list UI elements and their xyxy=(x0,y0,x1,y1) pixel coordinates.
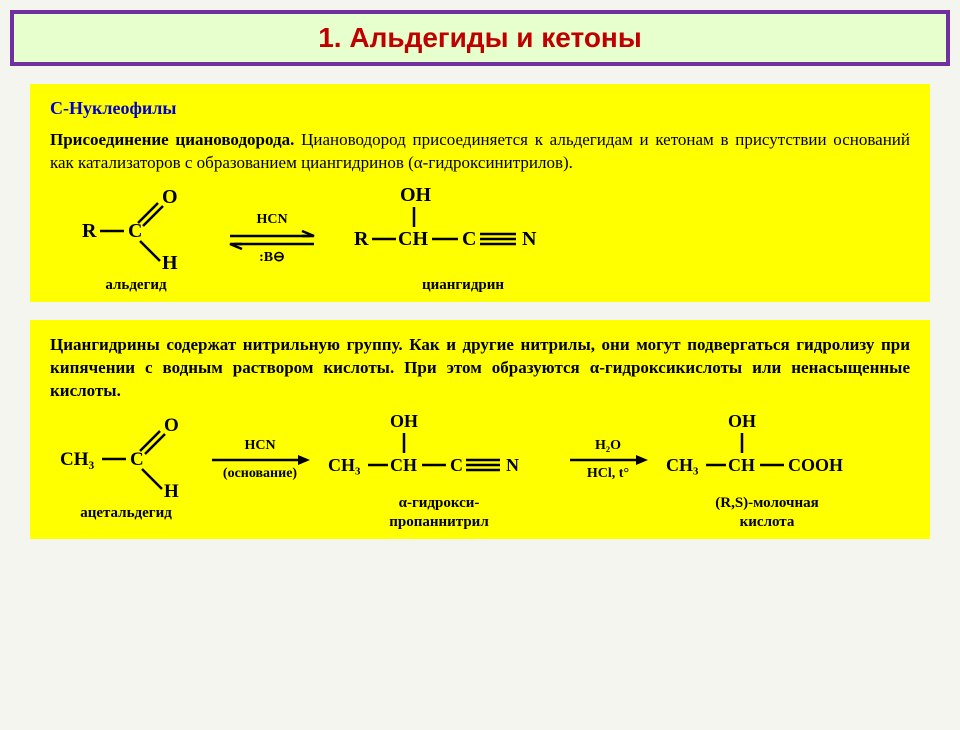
svg-text:CH₃: CH₃ xyxy=(666,455,699,475)
svg-text:O: O xyxy=(162,186,178,208)
svg-text:CH₃: CH₃ xyxy=(328,455,361,475)
arrow2b-bot: HCl, t° xyxy=(587,467,629,481)
intermediate-2-label2: пропаннитрил xyxy=(324,514,554,531)
svg-text:C: C xyxy=(128,220,142,242)
para-1-lead: Присоединение циановодорода. xyxy=(50,130,294,149)
lactic-acid-struct: OH CH₃ CH COOH xyxy=(662,413,872,493)
svg-text:C: C xyxy=(450,455,463,475)
para-1: Присоединение циановодорода. Циановодоро… xyxy=(50,129,910,175)
header-box: 1. Альдегиды и кетоны xyxy=(10,10,950,66)
product-1: OH R CH C N циангидрин xyxy=(348,185,578,294)
arrow2a-top: HCN xyxy=(244,439,275,453)
arrow2b-top: H₂O xyxy=(595,439,621,453)
arrow2a-bot: (основание) xyxy=(223,467,297,481)
svg-text:H: H xyxy=(162,252,178,274)
equilibrium-arrow xyxy=(224,227,320,251)
para-2-text: Циангидрины содержат нитрильную группу. … xyxy=(50,335,910,400)
intermediate-2-label1: α-гидрокси- xyxy=(324,495,554,512)
svg-text:R: R xyxy=(354,228,369,250)
panel-2: Циангидрины содержат нитрильную группу. … xyxy=(30,320,930,539)
svg-text:R: R xyxy=(82,220,97,242)
arrow-2b: H₂O HCl, t° xyxy=(568,413,648,481)
svg-text:OH: OH xyxy=(728,413,756,431)
intermediate-2: OH CH₃ CH C N α-гидрокси- пропаннитрил xyxy=(324,413,554,531)
svg-text:H: H xyxy=(164,481,179,502)
reactant-2: CH₃ C O H ацетальдегид xyxy=(56,413,196,522)
cyanohydrin-struct: OH R CH C N xyxy=(348,185,578,275)
reactant-2-label: ацетальдегид xyxy=(56,505,196,522)
header-title: 1. Альдегиды и кетоны xyxy=(318,22,642,53)
svg-text:N: N xyxy=(506,455,519,475)
aldehyde-struct: R C O H xyxy=(76,185,196,275)
svg-text:C: C xyxy=(462,228,476,250)
arrow-2b-svg xyxy=(568,453,648,467)
arrow-eq-1: HCN :B⊖ xyxy=(224,185,320,265)
svg-text:CH: CH xyxy=(728,455,755,475)
para-2: Циангидрины содержат нитрильную группу. … xyxy=(50,334,910,403)
svg-text:N: N xyxy=(522,228,537,250)
product-2-label1: (R,S)-молочная xyxy=(662,495,872,512)
arrow1-top: HCN xyxy=(256,213,287,227)
svg-text:O: O xyxy=(164,415,179,436)
acetaldehyde-struct: CH₃ C O H xyxy=(56,413,196,503)
product-2: OH CH₃ CH COOH (R,S)-молочная кислота xyxy=(662,413,872,531)
panel-1: С-Нуклеофилы Присоединение циановодорода… xyxy=(30,84,930,302)
arrow1-bot: :B⊖ xyxy=(259,251,285,265)
svg-text:CH: CH xyxy=(390,455,417,475)
svg-text:COOH: COOH xyxy=(788,455,843,475)
svg-text:OH: OH xyxy=(400,185,432,206)
hydroxypropanenitrile-struct: OH CH₃ CH C N xyxy=(324,413,554,493)
reaction-2: CH₃ C O H ацетальдегид HCN (основание) xyxy=(56,413,910,531)
svg-text:CH: CH xyxy=(398,228,428,250)
svg-text:CH₃: CH₃ xyxy=(60,449,95,470)
reactant-1-label: альдегид xyxy=(76,277,196,294)
arrow-2a: HCN (основание) xyxy=(210,413,310,481)
reaction-1: R C O H альдегид HCN :B⊖ xyxy=(76,185,910,294)
subhead-1: С-Нуклеофилы xyxy=(50,98,910,119)
product-1-label: циангидрин xyxy=(348,277,578,294)
reactant-1: R C O H альдегид xyxy=(76,185,196,294)
product-2-label2: кислота xyxy=(662,514,872,531)
svg-text:OH: OH xyxy=(390,413,418,431)
svg-text:C: C xyxy=(130,449,144,470)
arrow-2a-svg xyxy=(210,453,310,467)
